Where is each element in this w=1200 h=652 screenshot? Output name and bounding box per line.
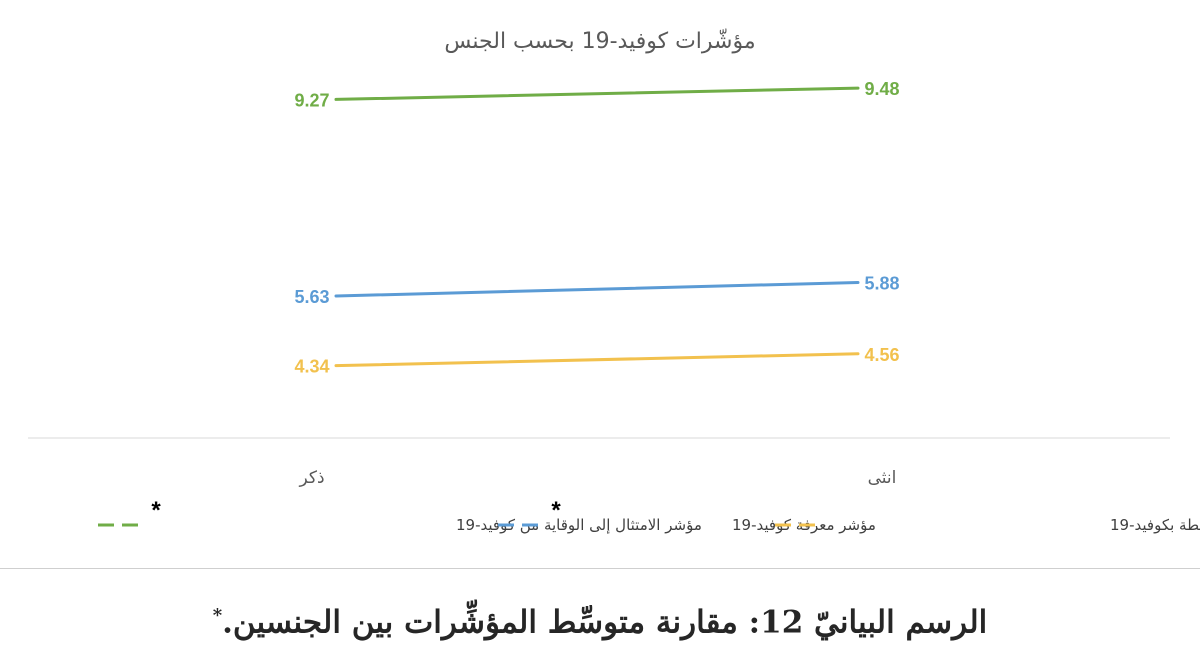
series-line-1 xyxy=(334,280,860,298)
series-line-0 xyxy=(334,86,860,101)
legend-item-2: مؤشر الخرافات المرتبطة بكوفيد-19 xyxy=(775,516,1200,534)
data-label: 9.27 xyxy=(294,90,329,110)
legend-label: مؤشر الخرافات المرتبطة بكوفيد-19 xyxy=(1110,516,1200,534)
data-label: 5.88 xyxy=(864,273,899,293)
chart-area: مؤشّرات كوفيد-19 بحسب الجنس 9.27 9.48 5.63… xyxy=(0,28,1200,569)
series-line-2 xyxy=(334,352,860,368)
legend-label: مؤشر الامتثال إلى الوقاية من كوفيد-19 xyxy=(456,516,702,534)
data-label: 5.63 xyxy=(294,287,329,307)
caption-footnote-star: * xyxy=(212,605,223,626)
x-tick-label: انثى xyxy=(868,468,897,488)
figure-caption: الرسم البيانيّ 12: مقارنة متوسِّط المؤشِ… xyxy=(0,586,1200,646)
legend-item-0: مؤشر الامتثال إلى الوقاية من كوفيد-19* xyxy=(98,497,702,534)
line-chart: مؤشّرات كوفيد-19 بحسب الجنس 9.27 9.48 5.63… xyxy=(28,28,1200,534)
x-tick-label: ذكر xyxy=(298,468,324,488)
data-label: 9.48 xyxy=(864,79,899,99)
legend-star-marker: * xyxy=(551,497,561,524)
caption-text: الرسم البيانيّ 12: مقارنة متوسِّط المؤشِ… xyxy=(222,604,988,641)
series-layer: 9.27 9.48 5.63 5.88 4.34 4.56 xyxy=(294,79,899,377)
chart-title: مؤشّرات كوفيد-19 بحسب الجنس xyxy=(444,28,755,54)
legend: مؤشر الامتثال إلى الوقاية من كوفيد-19*مؤ… xyxy=(98,497,1200,534)
legend-star-marker: * xyxy=(151,497,161,524)
x-axis-ticks: ذكر انثى xyxy=(298,468,896,488)
data-label: 4.56 xyxy=(864,345,899,365)
data-label: 4.34 xyxy=(294,357,329,377)
